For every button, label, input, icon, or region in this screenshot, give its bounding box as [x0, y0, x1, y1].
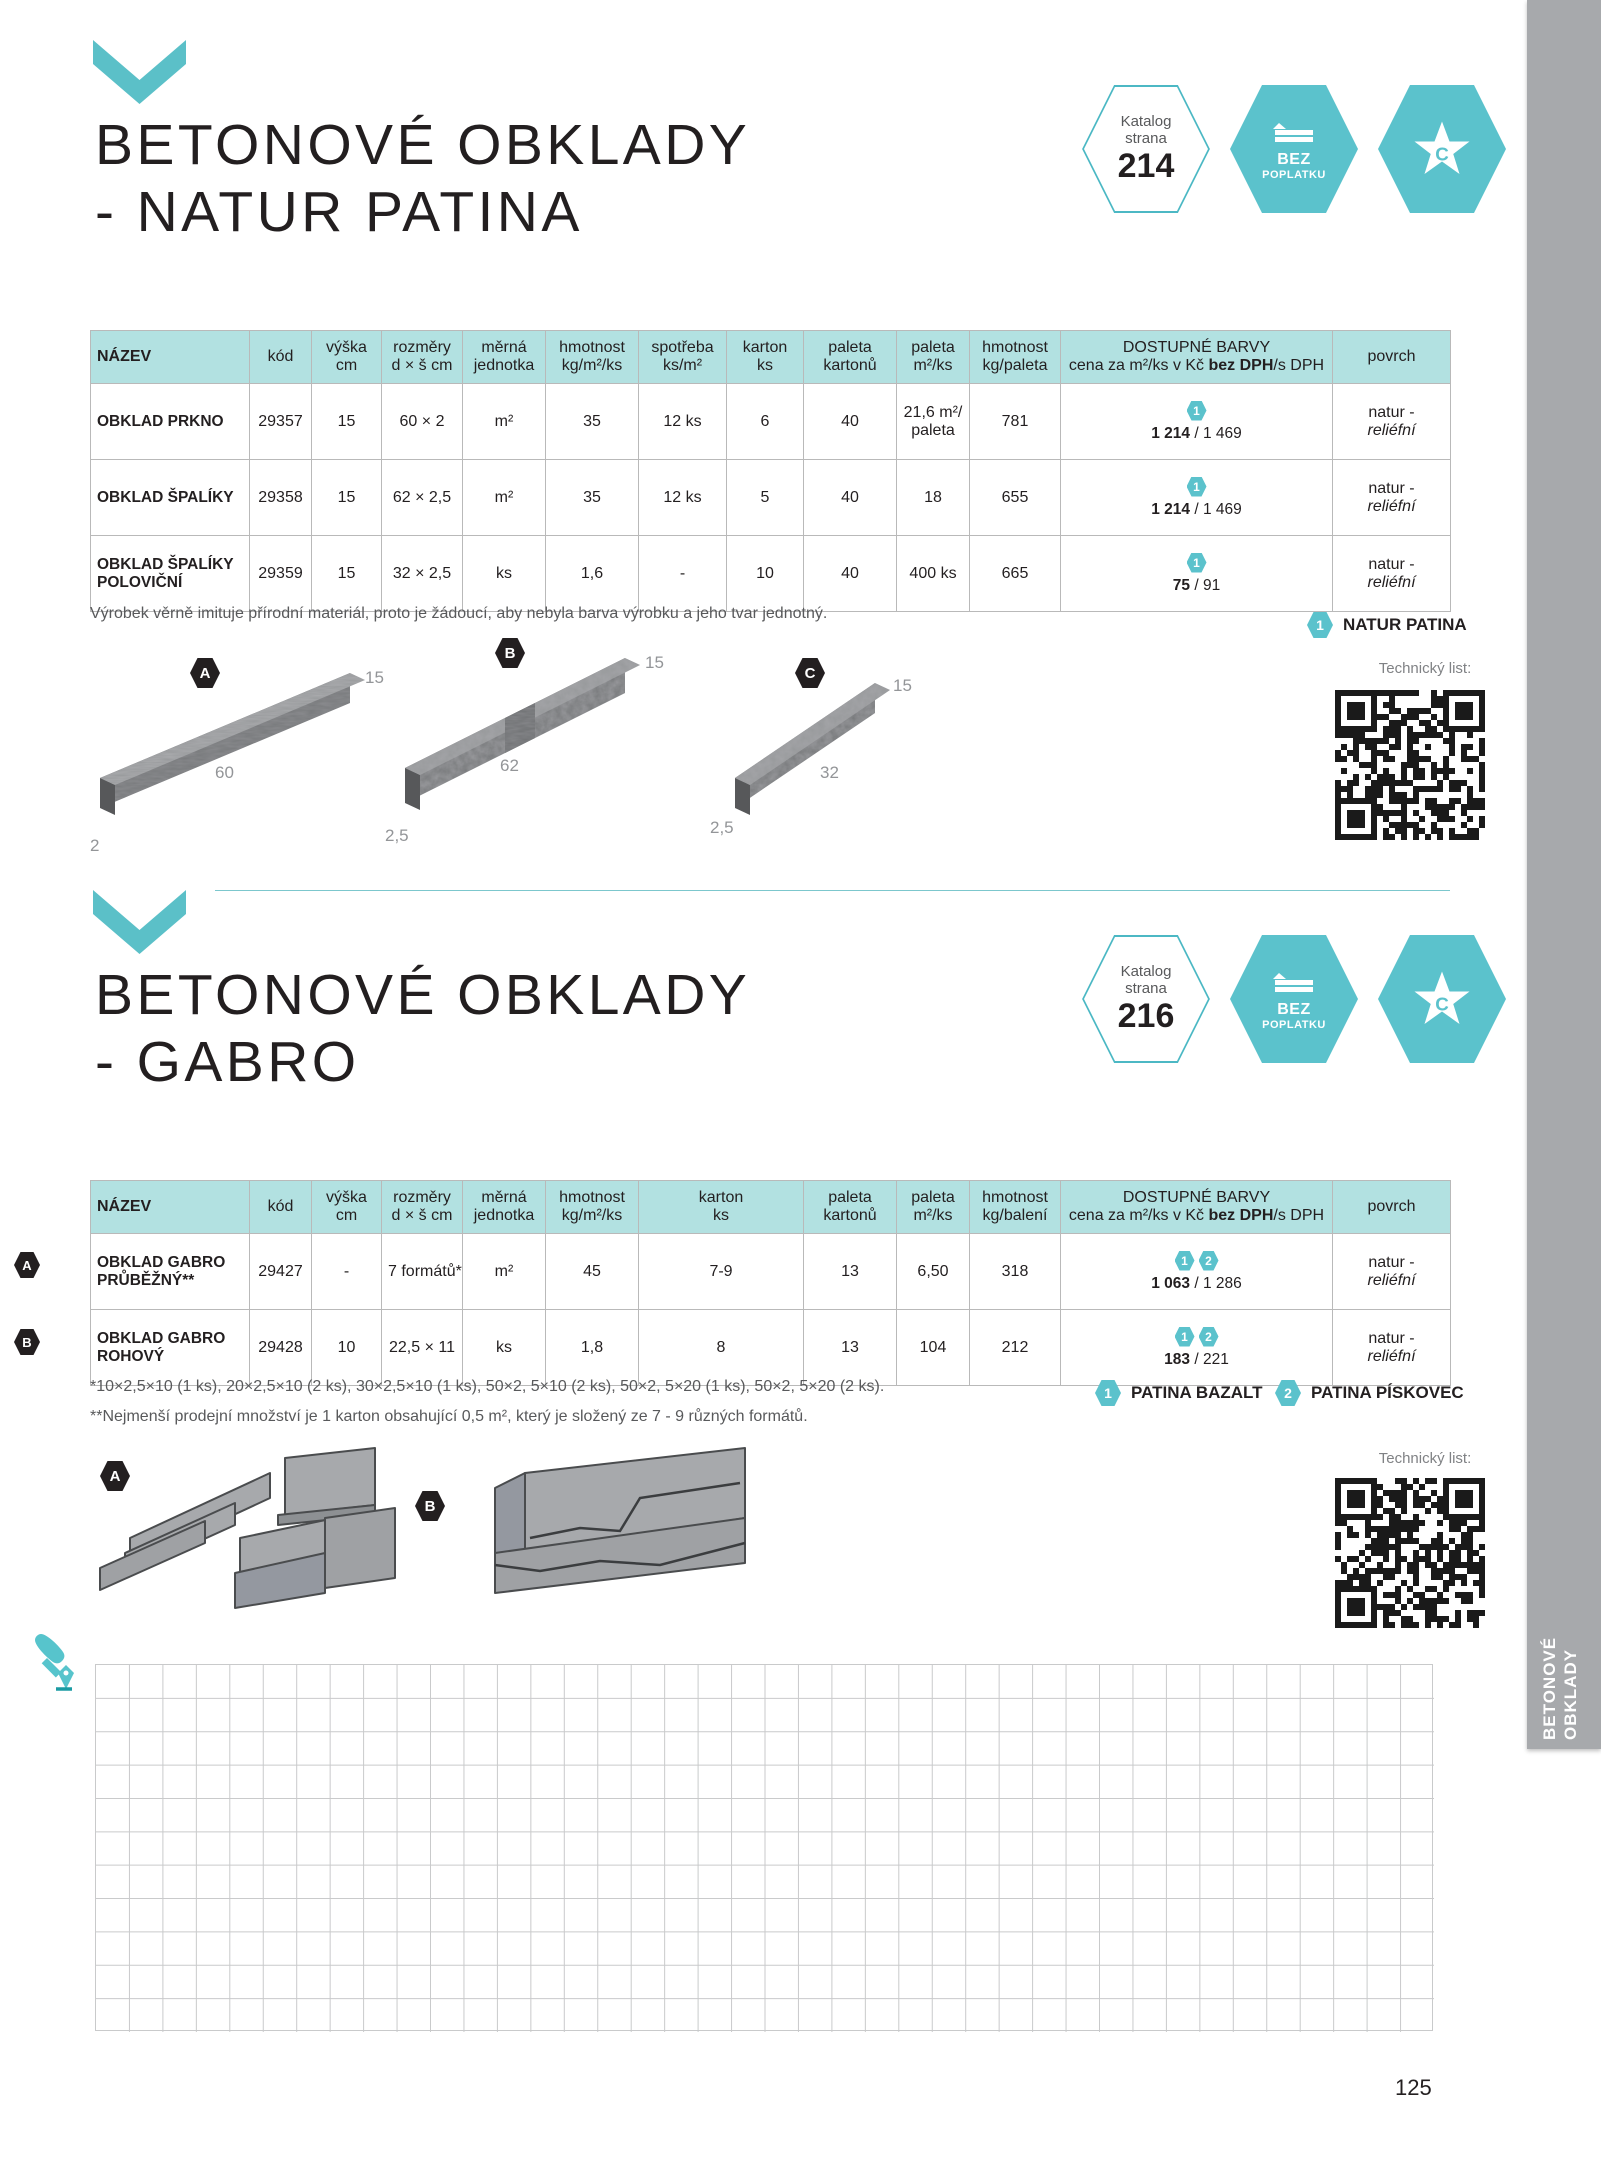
svg-text:BETONOVÉ: BETONOVÉ: [1540, 1637, 1559, 1740]
svg-text:OBKLADY: OBKLADY: [1561, 1649, 1580, 1740]
svg-text:C: C: [1435, 993, 1449, 1014]
svg-text:C: C: [1435, 143, 1449, 164]
